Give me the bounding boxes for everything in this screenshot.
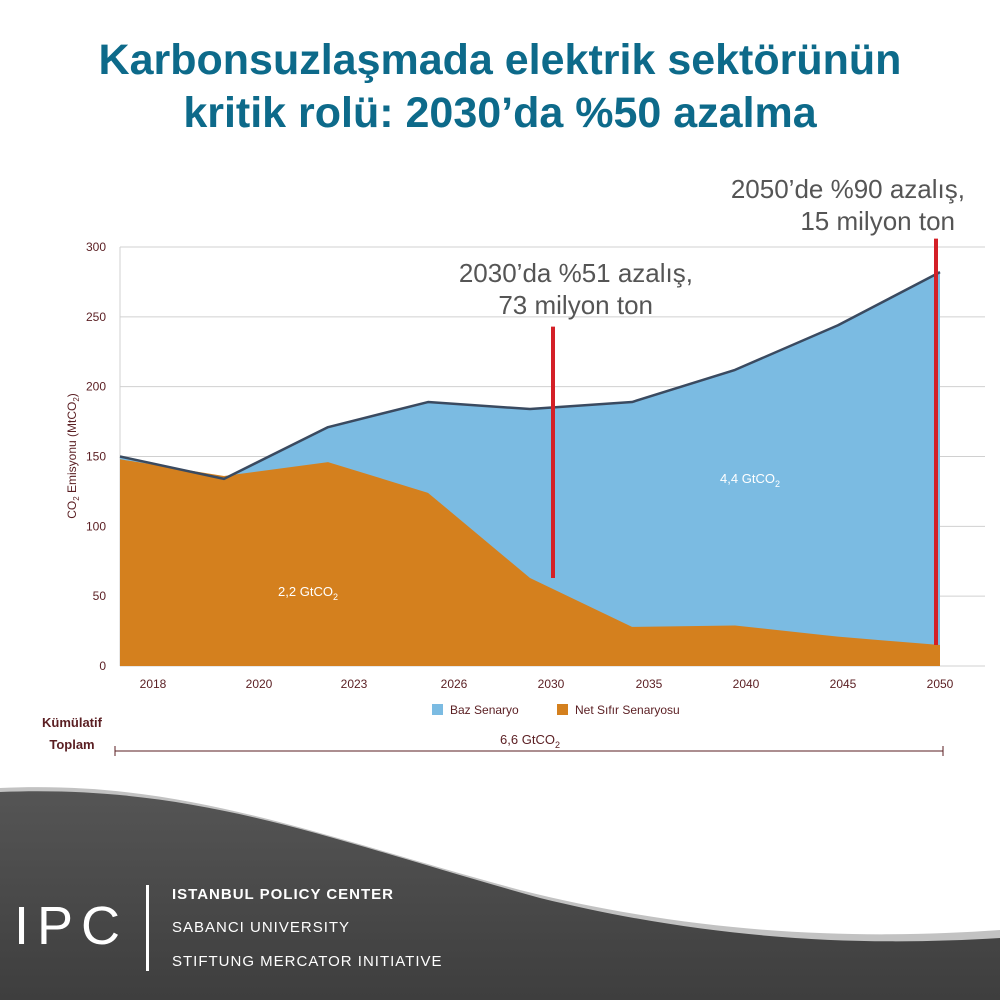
x-tick-label: 2023: [341, 677, 368, 691]
x-tick-label: 2035: [636, 677, 663, 691]
org-name-line1: ISTANBUL POLICY CENTER: [172, 886, 395, 903]
annotation-2050: 2050’de %90 azalış, 15 milyon ton: [620, 173, 965, 237]
x-tick-label: 2040: [733, 677, 760, 691]
chart-title-line1: Karbonsuzlaşmada elektrik sektörünün: [98, 36, 902, 84]
x-tick-label: 2030: [538, 677, 565, 691]
x-tick-label: 2050: [927, 677, 954, 691]
baz-area-label: 4,4 GtCO2: [720, 471, 780, 489]
chart-areas: [119, 271, 941, 666]
x-tick-label: 2018: [140, 677, 167, 691]
legend-label-baz: Baz Senaryo: [450, 703, 519, 717]
x-tick-label: 2026: [441, 677, 468, 691]
net-area-label: 2,2 GtCO2: [278, 584, 338, 602]
marker-lines: [551, 238, 938, 646]
org-name-line2: SABANCI UNIVERSITY: [172, 919, 351, 936]
line-baz-outline: [119, 271, 941, 481]
y-tick-label: 250: [86, 310, 106, 324]
footer-band: [0, 787, 1000, 1000]
legend: Baz Senaryo Net Sıfır Senaryosu: [432, 703, 680, 717]
annotation-2050-line2: 15 milyon ton: [800, 206, 955, 236]
annotation-2030-line2: 73 milyon ton: [498, 290, 653, 320]
legend-swatch-netsifir: [557, 704, 568, 715]
annotation-2030-line1: 2030’da %51 azalış,: [458, 258, 693, 288]
y-tick-label: 300: [86, 240, 106, 254]
logo-separator: [146, 885, 149, 971]
cumulative-label-line1: Kümülatif: [42, 715, 103, 730]
legend-label-netsifir: Net Sıfır Senaryosu: [575, 703, 680, 717]
y-tick-label: 150: [86, 450, 106, 464]
cumulative-total: Kümülatif Toplam 6,6 GtCO2: [42, 715, 944, 756]
footer-wave-dark: [0, 791, 1000, 1000]
y-tick-label: 200: [86, 380, 106, 394]
y-tick-label: 100: [86, 519, 106, 533]
annotation-2030: 2030’da %51 azalış, 73 milyon ton: [360, 257, 693, 321]
area-net-sifir: [120, 459, 940, 666]
chart-title-line2: kritik rolü: 2030’da %50 azalma: [183, 89, 817, 137]
annotation-2050-line1: 2050’de %90 azalış,: [730, 174, 965, 204]
cumulative-label-line2: Toplam: [49, 737, 94, 752]
legend-swatch-baz: [432, 704, 443, 715]
x-tick-label: 2020: [246, 677, 273, 691]
x-tick-label: 2045: [830, 677, 857, 691]
ipc-logo: IPC: [14, 896, 129, 956]
emissions-chart: 0 50 100 150 200 250 300 2018 2020 2023 2026 2030 20…: [42, 238, 985, 756]
cumulative-value: 6,6 GtCO2: [500, 732, 560, 750]
y-tick-label: 50: [93, 589, 107, 603]
y-axis-label: CO2 Emisyonu (MtCO2): [65, 393, 81, 519]
y-tick-label: 0: [99, 659, 106, 673]
org-name-line3: STIFTUNG MERCATOR INITIATIVE: [172, 953, 443, 970]
axis-labels: 0 50 100 150 200 250 300 2018 2020 2023 2026 2030 20…: [86, 240, 954, 691]
